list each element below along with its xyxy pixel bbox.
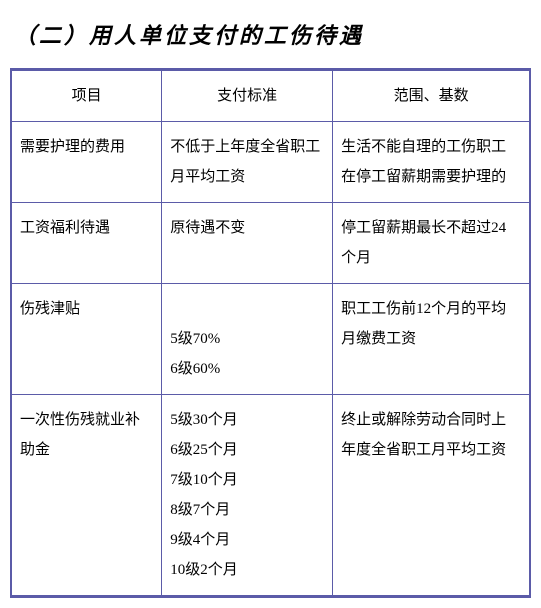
cell-scope: 生活不能自理的工伤职工在停工留薪期需要护理的 [333, 122, 530, 203]
table-header-row: 项目 支付标准 范围、基数 [12, 71, 530, 122]
section-title: （二）用人单位支付的工伤待遇 [14, 18, 527, 50]
header-scope: 范围、基数 [333, 71, 530, 122]
cell-scope: 终止或解除劳动合同时上年度全省职工月平均工资 [333, 395, 530, 596]
cell-standard: 5级70% 6级60% [162, 284, 333, 395]
table-row: 一次性伤残就业补助金 5级30个月 6级25个月 7级10个月 8级7个月 9级… [12, 395, 530, 596]
cell-item: 一次性伤残就业补助金 [12, 395, 162, 596]
cell-scope: 职工工伤前12个月的平均月缴费工资 [333, 284, 530, 395]
table-row: 工资福利待遇 原待遇不变 停工留薪期最长不超过24个月 [12, 203, 530, 284]
table-row: 伤残津贴 5级70% 6级60% 职工工伤前12个月的平均月缴费工资 [12, 284, 530, 395]
cell-scope: 停工留薪期最长不超过24个月 [333, 203, 530, 284]
header-item: 项目 [12, 71, 162, 122]
header-standard: 支付标准 [162, 71, 333, 122]
cell-item: 工资福利待遇 [12, 203, 162, 284]
cell-item: 需要护理的费用 [12, 122, 162, 203]
cell-standard: 不低于上年度全省职工月平均工资 [162, 122, 333, 203]
cell-standard: 原待遇不变 [162, 203, 333, 284]
table-container: 项目 支付标准 范围、基数 需要护理的费用 不低于上年度全省职工月平均工资 生活… [10, 68, 531, 598]
table-row: 需要护理的费用 不低于上年度全省职工月平均工资 生活不能自理的工伤职工在停工留薪… [12, 122, 530, 203]
cell-item: 伤残津贴 [12, 284, 162, 395]
benefits-table: 项目 支付标准 范围、基数 需要护理的费用 不低于上年度全省职工月平均工资 生活… [11, 70, 530, 596]
cell-standard: 5级30个月 6级25个月 7级10个月 8级7个月 9级4个月 10级2个月 [162, 395, 333, 596]
